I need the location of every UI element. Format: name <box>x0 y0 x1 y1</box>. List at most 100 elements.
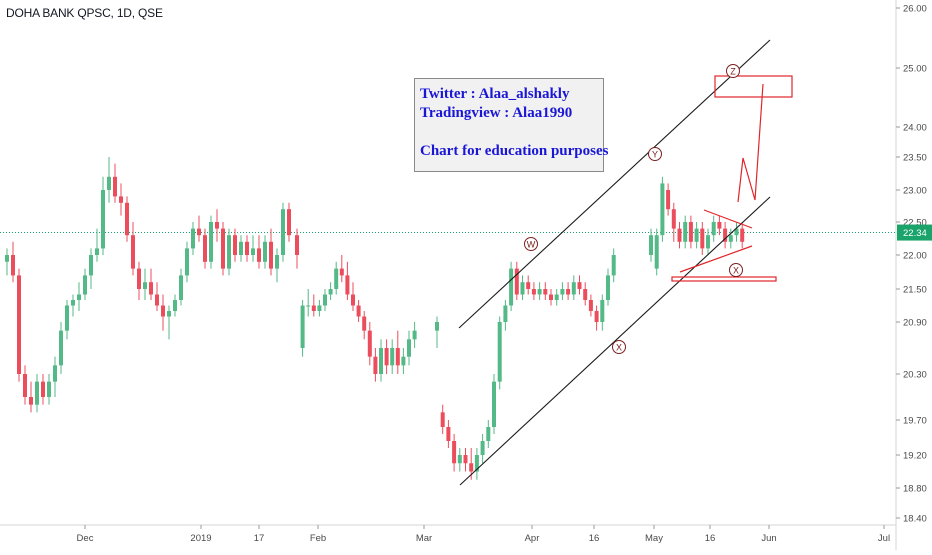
candle[interactable] <box>5 248 9 276</box>
candle[interactable] <box>101 176 105 255</box>
projection-path[interactable] <box>737 83 764 203</box>
candle[interactable] <box>328 282 333 300</box>
candle[interactable] <box>215 209 219 242</box>
candle[interactable] <box>300 300 305 357</box>
candle[interactable] <box>740 222 745 249</box>
candle[interactable] <box>583 282 588 306</box>
candle[interactable] <box>571 275 576 300</box>
candle[interactable] <box>666 183 671 216</box>
candle[interactable] <box>295 228 299 269</box>
triangle-upper-line[interactable] <box>703 209 753 229</box>
candle[interactable] <box>245 235 249 262</box>
candle[interactable] <box>412 322 417 348</box>
candle[interactable] <box>29 381 33 413</box>
candle[interactable] <box>503 300 508 331</box>
candle[interactable] <box>606 268 610 306</box>
candle[interactable] <box>287 202 291 242</box>
candle[interactable] <box>306 289 311 317</box>
channel-upper-line[interactable] <box>458 39 771 329</box>
candle[interactable] <box>161 294 165 331</box>
candle[interactable] <box>113 163 117 203</box>
candle[interactable] <box>95 228 99 262</box>
candle[interactable] <box>694 222 699 249</box>
candle[interactable] <box>379 339 383 382</box>
candle[interactable] <box>711 215 716 242</box>
candle[interactable] <box>700 222 705 255</box>
candle[interactable] <box>457 448 462 472</box>
candle[interactable] <box>131 222 135 276</box>
candle[interactable] <box>549 289 553 306</box>
candle[interactable] <box>520 275 525 300</box>
candle[interactable] <box>560 282 565 300</box>
wave-label-y[interactable]: Y <box>648 147 662 161</box>
candle[interactable] <box>463 448 468 472</box>
candle[interactable] <box>59 322 63 374</box>
candle[interactable] <box>339 255 344 283</box>
candle[interactable] <box>683 215 688 249</box>
candle[interactable] <box>390 339 395 374</box>
candle[interactable] <box>509 261 514 311</box>
candle[interactable] <box>407 330 411 366</box>
candle[interactable] <box>257 235 261 269</box>
candle[interactable] <box>526 275 531 295</box>
candle[interactable] <box>149 268 153 300</box>
candle[interactable] <box>367 322 372 366</box>
candle[interactable] <box>317 300 322 317</box>
candle[interactable] <box>486 420 491 448</box>
candle[interactable] <box>334 261 339 295</box>
candle[interactable] <box>137 261 141 300</box>
candle[interactable] <box>83 268 87 300</box>
candle[interactable] <box>251 235 255 262</box>
wave-label-z[interactable]: Z <box>726 64 740 78</box>
candle[interactable] <box>227 228 231 276</box>
candle[interactable] <box>734 222 739 242</box>
candle[interactable] <box>706 228 710 255</box>
candle[interactable] <box>401 348 406 374</box>
candle[interactable] <box>351 282 355 311</box>
candle[interactable] <box>384 339 389 374</box>
candle[interactable] <box>356 300 361 322</box>
candle[interactable] <box>203 228 207 269</box>
candle[interactable] <box>677 222 682 249</box>
candle[interactable] <box>143 268 147 300</box>
candle[interactable] <box>41 374 45 405</box>
candle[interactable] <box>577 275 582 295</box>
candle[interactable] <box>588 294 593 317</box>
candle[interactable] <box>185 241 189 283</box>
candle[interactable] <box>47 374 51 405</box>
wave-label-w[interactable]: W <box>524 237 538 251</box>
candle[interactable] <box>492 374 496 434</box>
candle[interactable] <box>107 157 111 203</box>
candle[interactable] <box>660 176 665 242</box>
candle[interactable] <box>275 248 279 283</box>
candle[interactable] <box>452 434 457 472</box>
candle[interactable] <box>167 305 171 340</box>
candle[interactable] <box>209 215 213 269</box>
candle[interactable] <box>362 311 367 340</box>
candle[interactable] <box>89 248 93 289</box>
candle[interactable] <box>717 215 722 236</box>
wave-label-x[interactable]: X <box>612 340 626 354</box>
candle[interactable] <box>446 420 451 448</box>
candle[interactable] <box>53 356 57 397</box>
candle[interactable] <box>474 448 479 480</box>
candle[interactable] <box>566 282 571 300</box>
wave-label-x[interactable]: X <box>729 263 743 277</box>
candle[interactable] <box>17 268 21 382</box>
candle[interactable] <box>221 222 225 276</box>
candle[interactable] <box>497 316 502 390</box>
candle[interactable] <box>654 228 659 276</box>
candle[interactable] <box>649 228 653 262</box>
candle[interactable] <box>611 248 616 283</box>
candle[interactable] <box>600 294 605 331</box>
candle[interactable] <box>281 202 285 262</box>
candle[interactable] <box>728 228 733 249</box>
candle[interactable] <box>543 282 548 300</box>
candle[interactable] <box>435 316 439 349</box>
candle[interactable] <box>71 294 75 317</box>
support-zone-box[interactable] <box>671 276 777 282</box>
candle[interactable] <box>233 228 237 262</box>
candle[interactable] <box>594 305 599 331</box>
candle[interactable] <box>197 215 201 242</box>
